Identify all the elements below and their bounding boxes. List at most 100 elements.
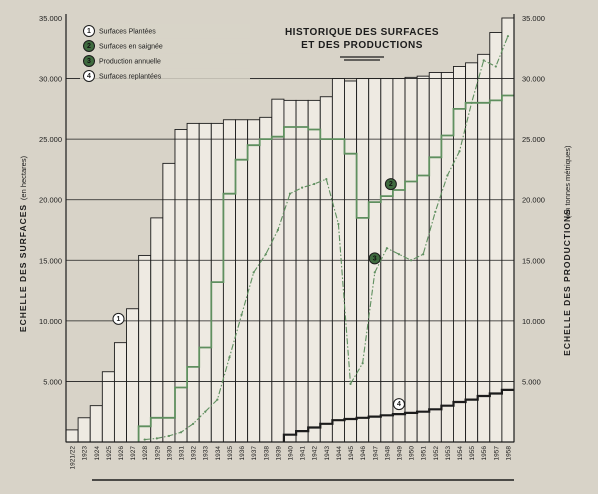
legend-label: Surfaces Plantées (99, 29, 156, 36)
left-tick-label: 10.000 (39, 317, 62, 326)
callout-badge-1: 1 (112, 312, 125, 325)
x-tick-label: 1933 (203, 446, 210, 461)
x-tick-label: 1937 (251, 446, 258, 461)
chart-title-line2: ET DES PRODUCTIONS (301, 40, 423, 51)
bar-planted-1931 (174, 129, 188, 443)
point-production (240, 313, 243, 316)
tick-labels: 5.00010.00015.00020.00025.00030.00035.00… (39, 14, 545, 386)
legend-badge: 1 (83, 25, 95, 37)
x-tick-label: 1926 (118, 446, 125, 461)
point-production (216, 398, 219, 401)
bar-planted-1958 (501, 17, 515, 443)
point-production (470, 101, 473, 104)
left-axis-unit-group: (en hectares) (19, 155, 28, 200)
legend-label: Production annuelle (99, 59, 161, 66)
right-axis-title: ECHELLE DES PRODUCTIONS (562, 208, 572, 356)
left-axis-label: ECHELLE DES SURFACES (18, 204, 28, 332)
point-production (204, 410, 207, 413)
x-tick-labels: 1921/22 1923 1924 1925 1926 1927 1928 1929 1930 1… (70, 446, 513, 470)
chart-title-line1: HISTORIQUE DES SURFACES (285, 27, 439, 38)
x-tick-label: 1931 (179, 446, 186, 461)
left-tick-label: 35.000 (39, 14, 62, 23)
x-tick-label: 1951 (421, 446, 428, 461)
bar-planted-1921/22 (65, 429, 79, 443)
point-production (494, 65, 497, 68)
legend: 1 Surfaces Plantées 2 Surfaces en saignée 3 P… (80, 24, 250, 83)
point-production (361, 362, 364, 365)
bar-planted-1930 (162, 162, 176, 443)
point-production (143, 438, 146, 441)
x-tick-label: 1934 (215, 446, 222, 461)
bar-planted-1926 (113, 342, 127, 443)
bar-planted-1923 (77, 417, 91, 443)
x-tick-label: 1932 (191, 446, 198, 461)
bar-planted-1939 (271, 98, 285, 443)
bar-planted-1936 (235, 119, 249, 443)
point-production (337, 222, 340, 226)
right-tick-label: 25.000 (522, 135, 545, 144)
point-production (506, 35, 510, 38)
bar-planted-1924 (89, 405, 103, 443)
x-tick-label: 1938 (263, 446, 270, 461)
legend-badge: 4 (83, 70, 95, 82)
x-tick-label: 1928 (142, 446, 149, 461)
legend-backdrop (80, 39, 250, 53)
legend-label: Surfaces replantées (99, 74, 162, 81)
point-production (179, 431, 183, 434)
badge-number: 4 (397, 401, 401, 408)
bar-planted-1940 (283, 99, 297, 443)
bar-planted-1938 (259, 116, 273, 443)
line-saignee (137, 94, 514, 442)
bar-planted-1951 (416, 75, 430, 443)
x-tick-label: 1956 (481, 446, 488, 461)
left-tick-label: 25.000 (39, 135, 62, 144)
x-tick-label: 1946 (360, 446, 367, 461)
legend-backdrop (80, 54, 250, 68)
left-tick-label: 30.000 (39, 75, 62, 84)
right-tick-label: 5.000 (522, 377, 541, 386)
x-tick-label: 1955 (469, 446, 476, 461)
point-production (373, 271, 376, 274)
x-tick-label: 1941 (300, 446, 307, 461)
callout-badge-4: 4 (392, 398, 405, 411)
bar-planted-1929 (150, 217, 164, 443)
point-production (288, 192, 292, 195)
badge-number: 2 (87, 43, 91, 50)
point-production (155, 437, 158, 440)
x-tick-label: 1953 (445, 446, 452, 461)
bar-planted-1927 (126, 308, 140, 443)
x-tick-label: 1929 (154, 446, 161, 461)
x-tick-label: 1949 (396, 446, 403, 461)
point-production (446, 174, 449, 177)
point-production (422, 253, 425, 256)
left-tick-label: 20.000 (39, 196, 62, 205)
badge-circle (368, 252, 381, 265)
point-production (434, 210, 437, 213)
x-tick-label: 1957 (493, 446, 500, 461)
bar-planted-1953 (440, 72, 454, 443)
x-tick-label: 1958 (505, 446, 512, 461)
badge-number: 3 (87, 58, 91, 65)
legend-backdrop (80, 24, 250, 38)
point-production (192, 422, 195, 425)
bar-planted-1928 (138, 254, 152, 443)
point-production (167, 434, 171, 438)
badge-circle (83, 70, 95, 82)
callouts: 1 2 3 4 (112, 178, 405, 411)
left-tick-label: 15.000 (39, 256, 62, 265)
legend-badge: 3 (83, 55, 95, 67)
left-tick-label: 5.000 (43, 377, 62, 386)
badge-number: 4 (87, 73, 91, 80)
right-axis-label: ECHELLE DES PRODUCTIONS (562, 208, 572, 356)
x-tick-label: 1935 (227, 446, 234, 461)
point-production (313, 182, 316, 186)
x-tick-label: 1923 (82, 446, 89, 461)
legend-badge: 2 (83, 40, 95, 52)
point-production (301, 186, 304, 189)
bar-planted-1952 (428, 72, 442, 443)
x-tick-label: 1945 (348, 446, 355, 461)
badge-circle (83, 55, 95, 67)
x-tick-label: 1924 (94, 446, 101, 461)
right-tick-label: 30.000 (522, 75, 545, 84)
